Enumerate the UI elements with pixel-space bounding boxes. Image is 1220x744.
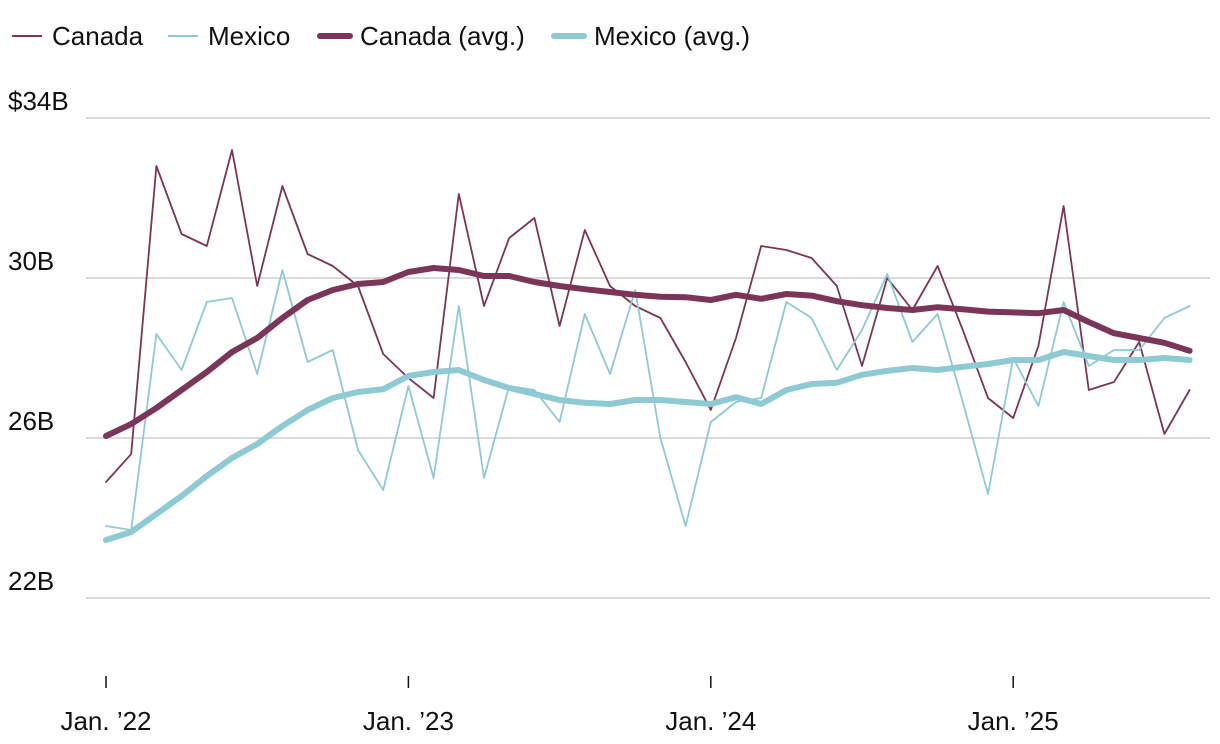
series-line-mexico-avg [103,349,1193,543]
y-axis-tick-labels: $34B 30B 26B 22B [8,86,69,596]
x-axis: Jan. ’22 Jan. ’23 Jan. ’24 Jan. ’25 [60,676,1059,736]
legend-label-mexico: Mexico [208,21,290,51]
legend-item-canada-avg: Canada (avg.) [317,21,525,51]
x-tick-label-3: Jan. ’25 [968,706,1059,736]
legend: Canada Mexico Canada (avg.) Mexico (avg.… [12,21,750,51]
series-line-canada-avg [103,265,1193,439]
series-lines [103,149,1193,543]
legend-label-canada-avg: Canada (avg.) [360,21,525,51]
legend-label-canada: Canada [52,21,144,51]
series-line-canada [105,149,1191,483]
gridlines [86,117,1210,599]
x-tick-label-1: Jan. ’23 [363,706,454,736]
legend-label-mexico-avg: Mexico (avg.) [594,21,750,51]
legend-item-mexico: Mexico [168,21,290,51]
x-tick-label-0: Jan. ’22 [60,706,151,736]
series-line-mexico [105,269,1191,531]
legend-item-canada: Canada [12,21,144,51]
y-tick-label-2: 26B [8,406,54,436]
x-tick-label-2: Jan. ’24 [665,706,756,736]
y-tick-label-3: 22B [8,566,54,596]
y-tick-label-0: $34B [8,86,69,116]
y-tick-label-1: 30B [8,246,54,276]
legend-item-mexico-avg: Mexico (avg.) [551,21,750,51]
